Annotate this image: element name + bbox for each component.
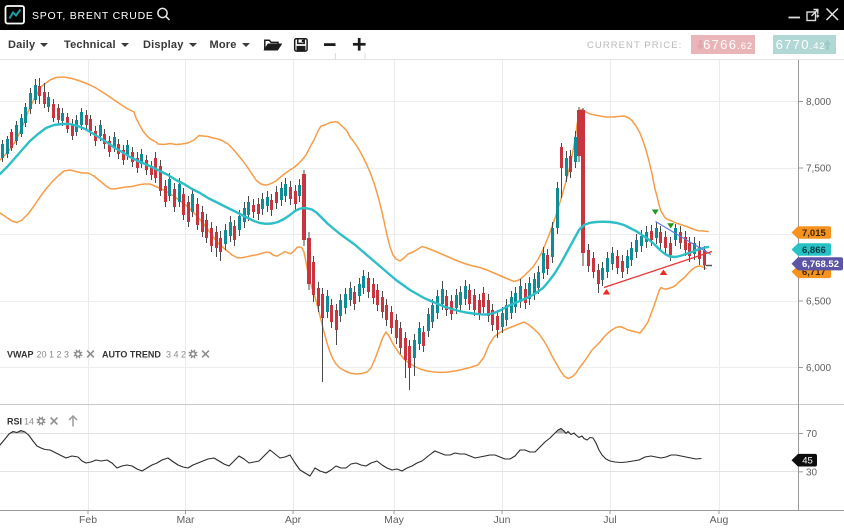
svg-text:6,768.52: 6,768.52 (802, 259, 839, 270)
svg-text:6,866: 6,866 (802, 245, 826, 256)
svg-text:Aug: Aug (710, 514, 729, 526)
svg-text:14: 14 (24, 417, 34, 427)
svg-text:20 1 2 3: 20 1 2 3 (37, 350, 70, 360)
svg-text:3 4 2: 3 4 2 (166, 350, 186, 360)
svg-text:AUTO TREND: AUTO TREND (102, 350, 161, 360)
svg-text:Jun: Jun (494, 514, 511, 526)
svg-text:VWAP: VWAP (7, 350, 34, 360)
svg-text:45: 45 (802, 456, 813, 467)
svg-text:7,015: 7,015 (802, 228, 826, 239)
svg-text:Apr: Apr (285, 514, 302, 526)
svg-text:May: May (384, 514, 405, 526)
svg-text:SPOT, BRENT CRUDE: SPOT, BRENT CRUDE (32, 10, 154, 22)
svg-text:6,500: 6,500 (806, 297, 831, 308)
svg-text:8,000: 8,000 (806, 97, 831, 108)
svg-text:RSI: RSI (7, 417, 22, 427)
svg-text:70: 70 (806, 429, 818, 440)
svg-text:7,500: 7,500 (806, 164, 831, 175)
svg-text:Jul: Jul (603, 514, 616, 526)
svg-text:Feb: Feb (79, 514, 97, 526)
svg-text:6,000: 6,000 (806, 363, 831, 374)
svg-text:Mar: Mar (176, 514, 195, 526)
svg-text:6,717: 6,717 (802, 267, 826, 278)
svg-text:30: 30 (806, 467, 818, 478)
